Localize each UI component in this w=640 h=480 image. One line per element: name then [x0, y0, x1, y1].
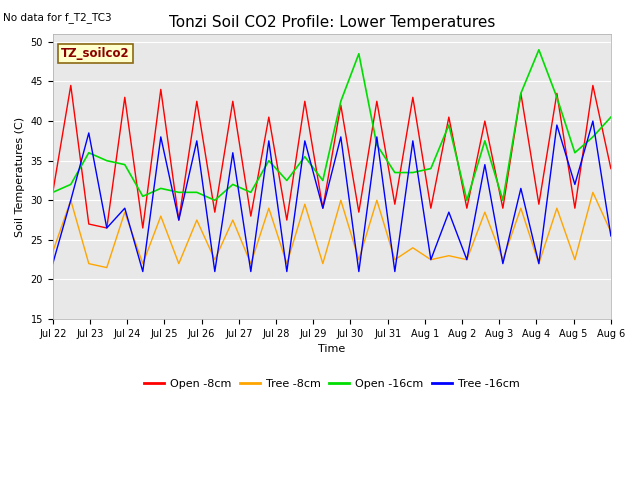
Title: Tonzi Soil CO2 Profile: Lower Temperatures: Tonzi Soil CO2 Profile: Lower Temperatur…: [168, 15, 495, 30]
Y-axis label: Soil Temperatures (C): Soil Temperatures (C): [15, 117, 25, 237]
Legend: Open -8cm, Tree -8cm, Open -16cm, Tree -16cm: Open -8cm, Tree -8cm, Open -16cm, Tree -…: [140, 374, 524, 393]
X-axis label: Time: Time: [318, 344, 346, 354]
Text: No data for f_T2_TC3: No data for f_T2_TC3: [3, 12, 112, 23]
Text: TZ_soilco2: TZ_soilco2: [61, 47, 130, 60]
